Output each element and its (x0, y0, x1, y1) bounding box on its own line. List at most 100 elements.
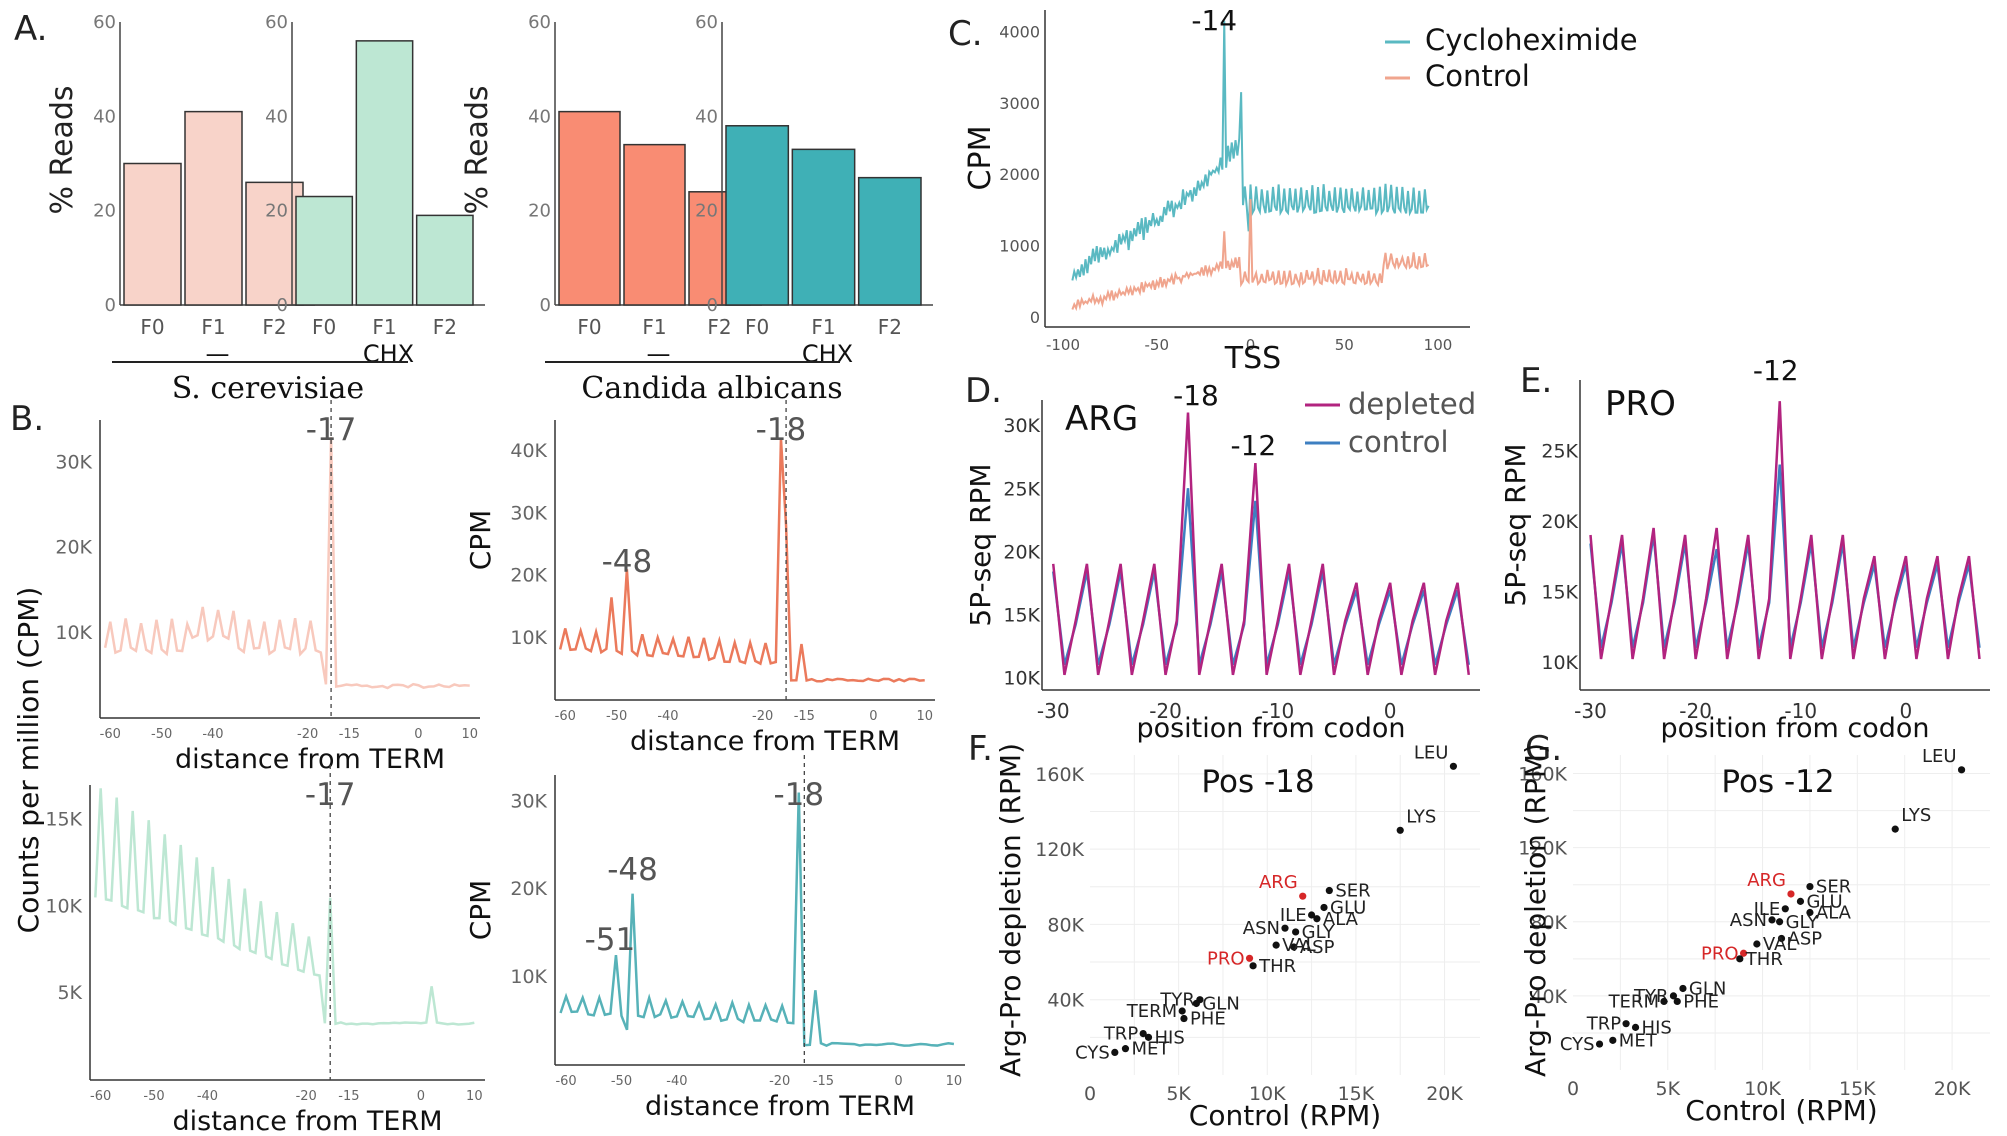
tick-x: -10 (1784, 699, 1817, 723)
legend-label: Cycloheximide (1425, 23, 1638, 57)
tick-y: 160K (1035, 764, 1084, 786)
point-gln (1192, 999, 1200, 1008)
point-ala (1313, 915, 1321, 923)
peak-label: -12 (1753, 354, 1799, 387)
x-axis-label: position from codon (1660, 713, 1929, 744)
plot-background (1090, 755, 1480, 1075)
point-pro (1245, 954, 1254, 962)
point-label: ARG (1747, 870, 1786, 891)
bar-frame-label: F2 (707, 315, 731, 339)
point-pro (1739, 949, 1748, 957)
tick-x: 15K (1839, 1078, 1876, 1100)
point-label: CYS (1075, 1042, 1110, 1063)
tick-x: -60 (555, 709, 576, 724)
peak-label: -17 (305, 777, 356, 813)
bar-tick-y: 0 (277, 295, 288, 316)
legend-label: depleted (1348, 387, 1476, 421)
point-label: MET (1619, 1030, 1658, 1051)
series-line (558, 438, 925, 683)
tick-y: 0 (1030, 308, 1040, 327)
point-label: TYR (1159, 990, 1195, 1011)
tick-y: 20K (510, 565, 547, 587)
point-gly (1776, 918, 1784, 926)
tick-x: 0 (1567, 1078, 1579, 1100)
panel-letter-d: D. (965, 371, 1002, 411)
point-ile (1307, 911, 1316, 919)
bar-tick-y: 40 (528, 106, 551, 127)
condition-label: — (647, 340, 671, 368)
y-axis-label: Arg-Pro depletion (RPM) (1519, 743, 1552, 1077)
bar-frame-label: F0 (577, 315, 601, 339)
point-met (1609, 1036, 1617, 1044)
point-val (1753, 940, 1761, 948)
tick-y: 20K (55, 537, 92, 559)
point-label: LEU (1414, 742, 1449, 763)
plot-title: Pos -18 (1201, 764, 1314, 800)
tick-x: 10K (1249, 1083, 1286, 1105)
point-label: GLN (1689, 978, 1726, 999)
panel-letter-e: E. (1520, 361, 1552, 401)
point-label: ASN (1243, 918, 1280, 939)
tick-y: 40K (1530, 986, 1567, 1008)
tick-y: 15K (1003, 604, 1040, 626)
tick-x: 10 (461, 727, 478, 742)
tick-x: 10 (946, 1074, 963, 1089)
series-cycloheximide (1071, 20, 1430, 282)
tick-y: 10K (1003, 667, 1040, 689)
plot-background (1573, 755, 1990, 1070)
plot-title: ARG (1065, 399, 1138, 439)
tick-x: 20K (1426, 1083, 1463, 1105)
bar-tick-y: 60 (695, 12, 718, 33)
tick-y: 40K (1047, 990, 1084, 1012)
tick-y: 10K (510, 966, 547, 988)
series-depleted (1589, 401, 1981, 660)
series-line (559, 792, 955, 1047)
bar-f2 (857, 176, 922, 306)
point-lys (1891, 825, 1899, 833)
tick-y: 10K (55, 622, 92, 644)
point-ser (1806, 882, 1814, 891)
condition-label: CHX (802, 340, 853, 368)
tick-y: 30K (1003, 415, 1040, 437)
tick-y: 1000 (999, 237, 1040, 256)
peak-label: -48 (602, 544, 653, 580)
point-label: VAL (1282, 935, 1316, 956)
tick-x: -50 (151, 727, 172, 742)
point-label: TERM (1126, 1001, 1177, 1022)
tick-x: 20K (1934, 1078, 1971, 1100)
condition-label: — (206, 340, 230, 368)
peak-label: -17 (306, 412, 357, 448)
point-met (1121, 1045, 1130, 1053)
point-label: TERM (1608, 991, 1659, 1012)
tick-x: -50 (143, 1089, 164, 1104)
bar-frame-label: F0 (312, 315, 336, 339)
point-leu (1957, 766, 1966, 774)
tick-y: 10K (510, 627, 547, 649)
bar-frame-label: F0 (745, 315, 769, 339)
peak-label: -14 (1191, 4, 1237, 37)
panel-letter-c: C. (948, 14, 983, 54)
point-label: ILE (1754, 899, 1781, 920)
tick-x: -40 (197, 1089, 218, 1104)
tick-x: -20 (769, 1074, 790, 1089)
tick-x: 0 (1246, 336, 1256, 354)
point-label: SER (1335, 881, 1370, 902)
tick-x: -20 (1679, 699, 1712, 723)
tick-x: 0 (1384, 699, 1397, 723)
point-label: ASP (1788, 928, 1823, 949)
species-label: Candida albicans (581, 371, 842, 406)
bar-tick-y: 40 (93, 106, 116, 127)
point-label: MET (1131, 1039, 1170, 1060)
series-control (1071, 199, 1430, 312)
tick-x: 0 (869, 709, 877, 724)
point-label: ASN (1730, 910, 1767, 931)
bar-f2 (415, 214, 474, 306)
bar-f1 (791, 148, 856, 306)
legend-label: Control (1425, 59, 1530, 93)
tick-x: 10K (1744, 1078, 1781, 1100)
tick-y: 5K (57, 982, 82, 1004)
point-label: PHE (1190, 1009, 1226, 1030)
point-label: PHE (1683, 991, 1719, 1012)
tick-y: 25K (1541, 440, 1578, 462)
